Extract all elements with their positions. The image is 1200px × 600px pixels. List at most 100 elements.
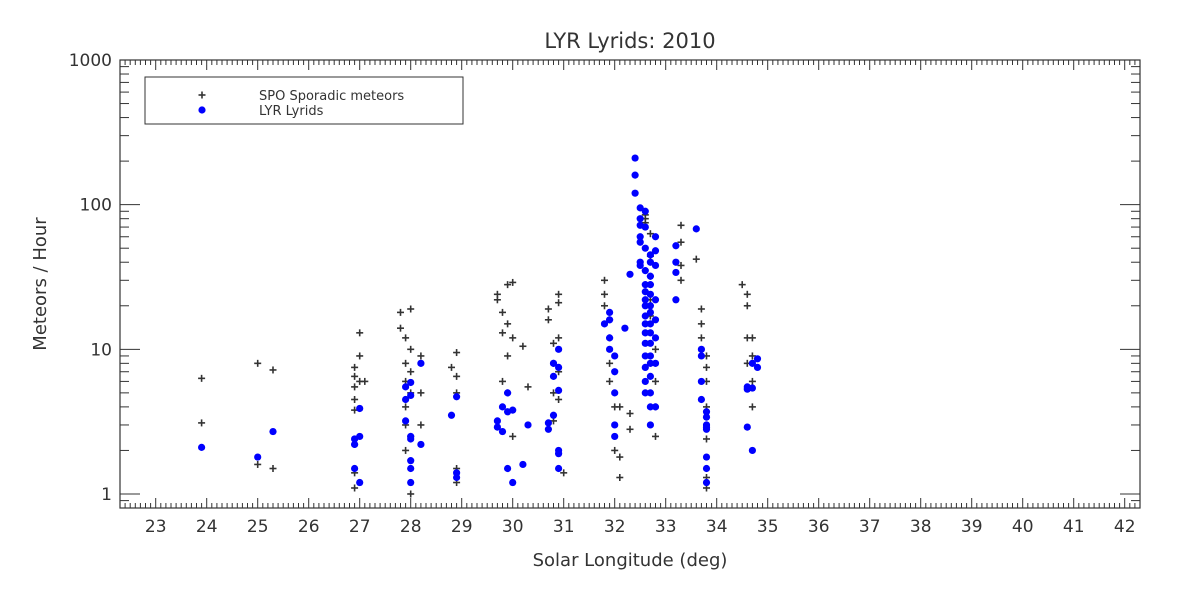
lyrid-point	[356, 478, 364, 487]
lyrid-point	[453, 393, 461, 401]
lyrid-point	[600, 320, 609, 328]
lyrid-point	[631, 154, 639, 162]
lyrid-point	[651, 247, 660, 255]
sporadic-point	[601, 276, 608, 284]
sporadic-point	[606, 377, 614, 385]
lyrid-point	[351, 464, 359, 473]
lyrid-point	[646, 308, 655, 316]
lyrid-point	[641, 389, 649, 397]
sporadic-point	[351, 395, 359, 403]
sporadic-point	[697, 305, 705, 313]
sporadic-point	[402, 359, 410, 367]
sporadic-point	[550, 339, 557, 347]
sporadic-point	[417, 421, 425, 429]
y-tick-label: 1000	[69, 51, 112, 71]
lyrid-point	[254, 453, 262, 461]
plot-points	[198, 154, 762, 498]
sporadic-point	[743, 290, 751, 298]
x-tick-label: 36	[808, 517, 830, 537]
sporadic-point	[555, 290, 563, 298]
sporadic-point	[499, 377, 506, 385]
lyrid-point	[641, 320, 649, 328]
lyrid-point	[621, 324, 629, 332]
lyrid-point	[702, 464, 711, 473]
lyrid-point	[453, 473, 461, 482]
lyrid-point	[646, 290, 655, 298]
sporadic-point	[550, 389, 557, 397]
lyrid-point	[672, 242, 680, 250]
lyrid-point	[646, 372, 655, 380]
sporadic-point	[555, 299, 563, 307]
lyrid-point	[636, 261, 644, 270]
sporadic-point	[703, 435, 710, 443]
sporadic-point	[402, 403, 410, 411]
sporadic-point	[509, 278, 517, 286]
lyrid-point	[748, 446, 757, 455]
sporadic-point	[397, 324, 404, 332]
y-axis-label: Meteors / Hour	[30, 217, 51, 351]
lyrid-point	[753, 355, 762, 363]
x-tick-label: 23	[145, 517, 167, 537]
x-tick-label: 40	[1012, 517, 1034, 537]
sporadic-point	[743, 302, 751, 310]
legend-label-lyrids: LYR Lyrids	[259, 104, 324, 119]
lyrid-point	[641, 312, 649, 320]
lyrid-point	[611, 421, 619, 429]
lyrid-point	[606, 308, 614, 316]
x-tick-label: 25	[247, 517, 269, 537]
legend-marker-sporadic	[198, 91, 206, 99]
lyrid-point	[417, 359, 425, 367]
sporadic-point	[616, 473, 624, 481]
lyrid-point	[697, 377, 706, 386]
lyrid-point	[611, 432, 619, 441]
lyrid-point	[641, 329, 649, 337]
lyrid-point	[407, 378, 415, 387]
lyrid-point	[544, 419, 553, 427]
lyrid-point	[407, 391, 415, 400]
sporadic-point	[453, 372, 461, 380]
sporadic-point	[351, 372, 359, 380]
legend-box	[144, 76, 464, 125]
sporadic-point	[361, 377, 369, 385]
sporadic-point	[738, 281, 746, 289]
sporadic-point	[356, 329, 364, 337]
lyrid-point	[626, 270, 634, 278]
lyrid-point	[504, 464, 512, 473]
sporadic-point	[453, 349, 461, 357]
sporadic-point	[560, 469, 568, 477]
lyrid-point	[611, 389, 619, 397]
sporadic-point	[504, 352, 512, 360]
lyrid-point	[743, 423, 751, 431]
lyrid-point	[493, 417, 501, 425]
lyrid-point	[672, 296, 680, 304]
lyrid-point	[509, 406, 517, 414]
lyrid-point	[646, 302, 655, 310]
lyrid-point	[356, 404, 364, 413]
axes: 23 24 25 26 27 28 29 30 31 32 33 34 35 36 37 38 39 40 41 42…	[69, 51, 1141, 537]
lyrid-point	[672, 258, 680, 266]
sporadic-point	[198, 419, 206, 427]
lyrid-point	[702, 478, 711, 487]
sporadic-point	[402, 446, 410, 454]
lyrid-point	[641, 281, 649, 289]
lyrid-point	[555, 386, 563, 395]
chart-title: LYR Lyrids: 2010	[544, 29, 715, 53]
sporadic-point	[748, 403, 756, 411]
lyrid-point	[646, 272, 655, 280]
sporadic-point	[351, 484, 359, 492]
lyrid-point	[549, 372, 558, 380]
x-tick-label: 28	[400, 517, 422, 537]
lyrid-point	[351, 440, 359, 449]
sporadic-point	[504, 281, 512, 289]
sporadic-point	[254, 460, 262, 468]
x-tick-label: 34	[706, 517, 728, 537]
lyrid-point	[631, 189, 639, 197]
lyrid-point	[606, 334, 614, 342]
lyrid-point	[646, 352, 655, 360]
sporadic-point	[601, 290, 608, 298]
lyrid-point	[641, 302, 649, 310]
lyrid-point	[646, 389, 655, 397]
sporadic-point	[748, 334, 756, 342]
legend-label-sporadic: SPO Sporadic meteors	[259, 89, 404, 104]
lyrid-point	[651, 359, 660, 367]
